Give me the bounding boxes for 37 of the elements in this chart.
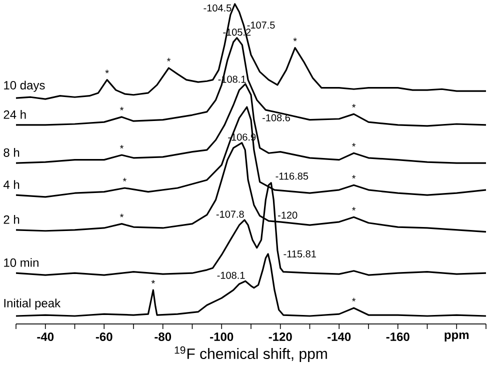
annotation: * [352, 298, 356, 302]
x-tick-label: -80 [154, 332, 172, 342]
annotation: -108.1 [217, 272, 245, 279]
annotation: -115.81 [284, 250, 316, 258]
annotation: * [166, 58, 171, 62]
series-label: 24 h [4, 110, 26, 119]
annotation: * [352, 175, 356, 179]
annotation: * [151, 280, 155, 284]
annotation: -120 [278, 212, 298, 219]
annotation: * [352, 207, 356, 211]
x-tick-label: -40 [37, 332, 54, 342]
x-axis-title: $^{19}$F chemical shift, ppm [174, 346, 327, 362]
series-label: 10 days [4, 80, 45, 92]
x-tick-label: -140 [328, 332, 351, 342]
annotation: * [352, 143, 356, 147]
series-label: 10 min [4, 258, 38, 267]
annotation: * [120, 214, 124, 218]
series-label: 8 h [4, 148, 20, 157]
annotation: * [122, 178, 126, 182]
x-tick-label: -120 [268, 332, 292, 342]
annotation: -116.85 [276, 172, 308, 180]
series-label: 4 h [3, 180, 20, 189]
annotation: * [120, 144, 124, 148]
series-label: 2 h [4, 215, 20, 224]
series-label: Initial peak [4, 298, 61, 310]
annotation: * [120, 106, 124, 110]
annotation: * [105, 70, 109, 74]
annotation: -107.5 [247, 22, 275, 29]
annotation: * [293, 38, 297, 42]
annotation: -104.5 [204, 4, 232, 12]
x-tick-label: -60 [96, 332, 112, 342]
annotation: -108.6 [262, 114, 290, 122]
x-tick-label: -100 [210, 332, 234, 342]
annotation: -107.8 [216, 210, 244, 218]
x-tick-label: ppm [444, 332, 469, 342]
annotation: * [352, 104, 356, 108]
x-tick-label: -160 [386, 332, 410, 342]
